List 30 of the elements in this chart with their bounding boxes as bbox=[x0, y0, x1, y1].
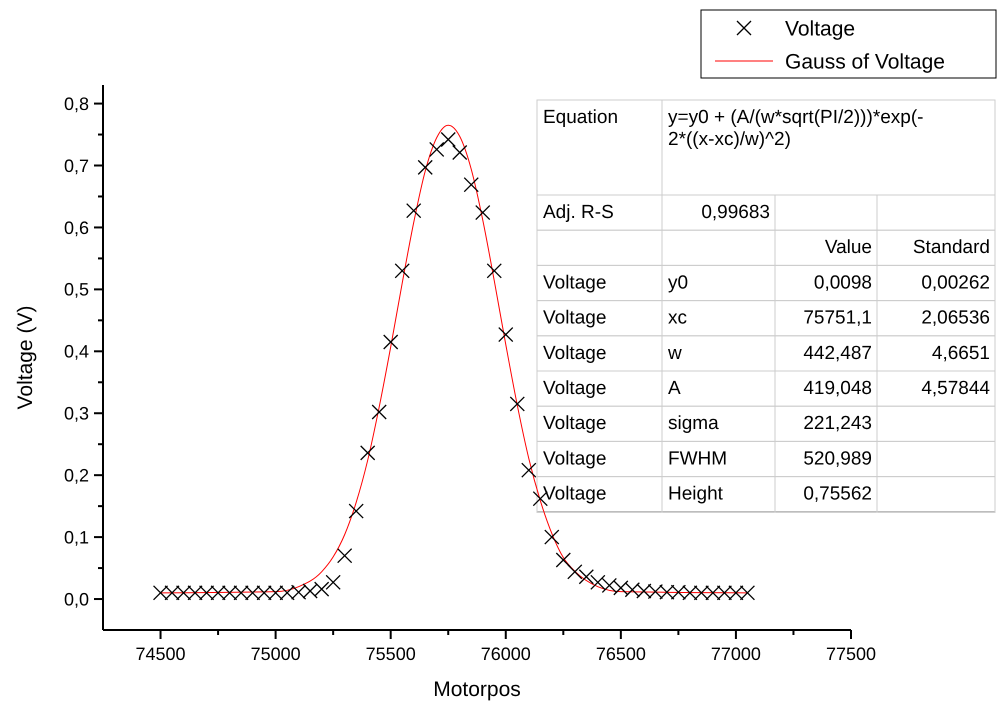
text: Voltage w 442,487 4,6651 bbox=[543, 342, 990, 364]
text: Voltage A 419,048 4,57844 bbox=[543, 378, 990, 399]
y-tick-label: 0,6 bbox=[64, 218, 89, 238]
legend-label: Gauss of Voltage bbox=[785, 50, 945, 74]
text: Voltage y0 0,0098 0,00262 bbox=[543, 272, 990, 294]
x-tick-label: 76000 bbox=[480, 644, 531, 664]
y-axis-title: Voltage (V) bbox=[14, 306, 37, 410]
y-tick-label: 0,1 bbox=[64, 527, 89, 548]
x-tick-label: 74500 bbox=[136, 644, 186, 664]
text: Voltage FWHM 520,989 bbox=[543, 448, 872, 470]
x-tick-label: 76500 bbox=[596, 644, 646, 664]
text: Value Standard bbox=[824, 237, 990, 258]
y-tick-label: 0,7 bbox=[64, 156, 89, 176]
y-tick-label: 0,2 bbox=[64, 465, 89, 486]
text: Adj. R-S 0,99683 bbox=[543, 202, 770, 223]
y-tick-label: 0,4 bbox=[64, 342, 89, 362]
y-tick-label: 0,8 bbox=[64, 94, 89, 114]
x-tick-label: 77500 bbox=[826, 644, 876, 664]
y-tick-label: 0,5 bbox=[64, 280, 89, 300]
x-tick-label: 75000 bbox=[250, 644, 301, 664]
x-axis-title: Motorpos bbox=[433, 678, 521, 701]
text: Voltage Height 0,75562 bbox=[543, 484, 872, 505]
legend-label: Voltage bbox=[785, 17, 856, 40]
y-tick-label: 0,3 bbox=[64, 404, 89, 424]
x-tick-label: 75500 bbox=[366, 644, 416, 664]
x-tick-label: 77000 bbox=[710, 644, 761, 664]
y-tick-label: 0,0 bbox=[64, 589, 89, 610]
text: Voltage xc 75751,1 2,06536 bbox=[543, 308, 990, 329]
text: Equation y=y0 + (A/(w*sqrt(PI/2)))*exp(-2*((x-xc)/w)^2) bbox=[543, 107, 924, 150]
text: Voltage sigma 221,243 bbox=[543, 413, 872, 434]
